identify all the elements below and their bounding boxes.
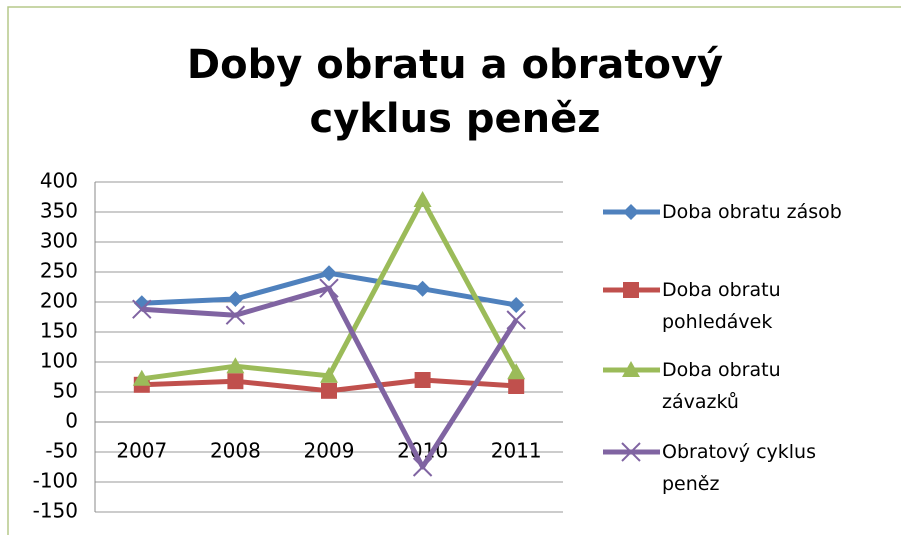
marker [320,366,338,383]
legend-label: Obratový cyklus peněz [662,441,816,495]
y-tick-label: -150 [33,499,78,523]
marker [506,310,526,330]
x-tick-label: 2008 [210,439,261,463]
marker [132,299,152,319]
legend-marker [622,361,640,377]
y-tick-label: 250 [40,259,78,283]
legend-marker [623,282,639,298]
y-tick-label: -100 [33,469,78,493]
series [133,265,525,313]
y-tick-label: 350 [40,199,78,223]
y-tick-label: 100 [40,349,78,373]
series [133,372,525,399]
marker [227,373,244,390]
marker [132,369,151,386]
y-tick-label: 150 [40,319,78,343]
y-tick-label: -50 [45,439,78,463]
y-tick-label: 0 [65,409,78,433]
marker [507,363,526,380]
legend-marker [621,442,641,462]
series [132,278,526,477]
marker [226,357,245,374]
marker [508,297,525,313]
marker [508,378,525,394]
series [132,191,526,386]
marker [414,372,431,388]
marker [225,305,246,325]
marker [412,457,433,477]
x-tick-label: 2011 [491,439,542,463]
marker [227,291,244,307]
legend-label: Doba obratu zásob [662,201,842,223]
y-tick-label: 400 [40,169,78,193]
y-tick-label: 50 [53,379,78,403]
y-tick-label: 300 [40,229,78,253]
chart-border [7,6,901,535]
marker [414,280,431,297]
legend-label: Doba obratu závazků [662,359,781,413]
marker [321,265,337,282]
x-tick-label: 2009 [304,439,355,463]
marker [319,278,339,298]
chart-title: Doby obratu a obratový cyklus peněz [186,42,724,142]
legend-marker [623,204,639,220]
marker [413,191,432,207]
legend-label: Doba obratu pohledávek [662,279,781,333]
y-tick-label: 200 [40,289,78,313]
marker [321,382,337,399]
x-tick-label: 2007 [116,439,167,463]
